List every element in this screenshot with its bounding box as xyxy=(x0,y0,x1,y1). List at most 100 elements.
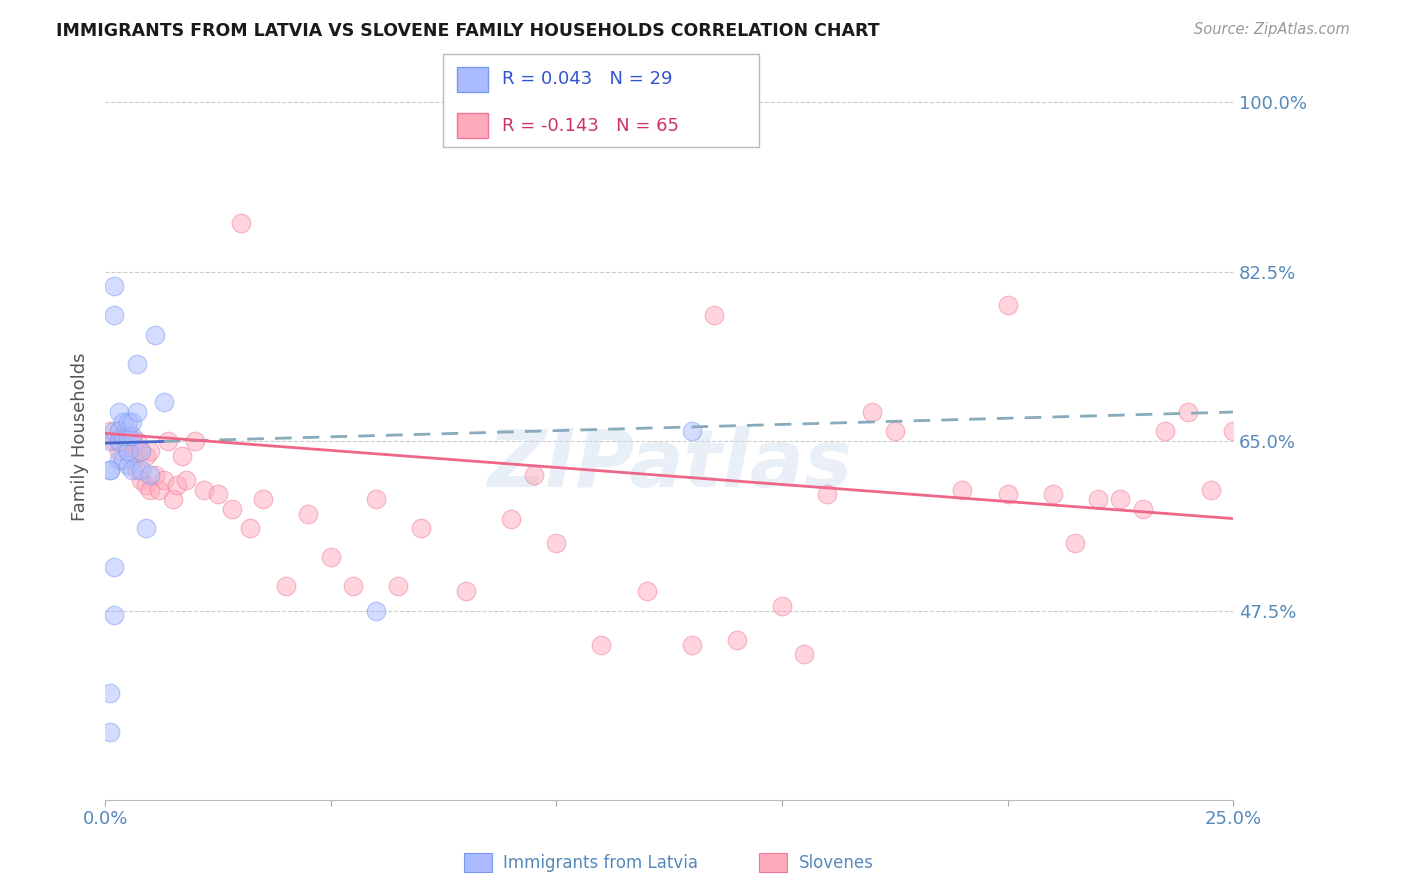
Point xyxy=(131,473,153,487)
Point xyxy=(125,405,148,419)
Point xyxy=(342,579,364,593)
Point xyxy=(121,453,143,467)
Point xyxy=(107,405,129,419)
Point xyxy=(274,579,297,593)
Point xyxy=(121,434,143,449)
Point xyxy=(121,463,143,477)
Point xyxy=(725,632,748,647)
Point xyxy=(1244,492,1267,507)
Point xyxy=(681,638,703,652)
Point xyxy=(143,468,166,483)
Point xyxy=(501,511,523,525)
Point xyxy=(117,425,139,439)
Point xyxy=(1177,405,1199,419)
Point xyxy=(103,308,125,322)
Point xyxy=(997,298,1019,312)
Point xyxy=(636,584,658,599)
Point xyxy=(112,429,135,443)
Point xyxy=(162,492,184,507)
Point xyxy=(117,429,139,443)
Point xyxy=(98,686,121,700)
Point xyxy=(364,492,387,507)
Point xyxy=(143,327,166,342)
Point xyxy=(193,483,215,497)
Point xyxy=(153,473,176,487)
Point xyxy=(703,308,725,322)
Point xyxy=(793,647,815,661)
Point xyxy=(170,449,193,463)
Point xyxy=(125,357,148,371)
Point xyxy=(121,415,143,429)
Point xyxy=(131,443,153,458)
Point xyxy=(98,724,121,739)
Point xyxy=(139,468,162,483)
Point xyxy=(103,434,125,449)
Point xyxy=(297,507,319,521)
Point xyxy=(229,216,252,230)
Point xyxy=(112,415,135,429)
Point xyxy=(1154,425,1177,439)
Point xyxy=(1222,425,1244,439)
Point xyxy=(103,425,125,439)
Point xyxy=(221,502,243,516)
Point xyxy=(107,425,129,439)
Point xyxy=(681,425,703,439)
Text: Immigrants from Latvia: Immigrants from Latvia xyxy=(503,854,699,871)
Point xyxy=(103,560,125,574)
Point xyxy=(117,443,139,458)
Point xyxy=(387,579,409,593)
Point xyxy=(103,608,125,623)
Text: R = 0.043   N = 29: R = 0.043 N = 29 xyxy=(502,70,672,88)
Point xyxy=(135,477,157,491)
Point xyxy=(107,453,129,467)
Point xyxy=(456,584,478,599)
Point xyxy=(112,434,135,449)
Point xyxy=(1132,502,1154,516)
Point xyxy=(239,521,262,535)
Point xyxy=(546,536,568,550)
Point xyxy=(139,483,162,497)
Point xyxy=(107,425,129,439)
Text: Source: ZipAtlas.com: Source: ZipAtlas.com xyxy=(1194,22,1350,37)
Point xyxy=(997,487,1019,501)
Point xyxy=(523,468,546,483)
Point xyxy=(117,443,139,458)
Point xyxy=(107,434,129,449)
Point xyxy=(135,521,157,535)
Point xyxy=(770,599,793,613)
Point xyxy=(252,492,274,507)
Point xyxy=(121,429,143,443)
Point xyxy=(98,463,121,477)
Point xyxy=(148,483,170,497)
Point xyxy=(1042,487,1064,501)
Point xyxy=(860,405,883,419)
Text: R = -0.143   N = 65: R = -0.143 N = 65 xyxy=(502,117,679,135)
Point xyxy=(131,463,153,477)
Point xyxy=(1087,492,1109,507)
Point xyxy=(139,443,162,458)
Point xyxy=(107,443,129,458)
Point xyxy=(125,463,148,477)
Point xyxy=(135,449,157,463)
Point xyxy=(125,434,148,449)
Point xyxy=(131,443,153,458)
Point xyxy=(98,463,121,477)
Point xyxy=(409,521,432,535)
Point xyxy=(950,483,973,497)
Point xyxy=(1109,492,1132,507)
Point xyxy=(166,477,188,491)
Point xyxy=(591,638,613,652)
Point xyxy=(1064,536,1087,550)
Text: ZIPatlas: ZIPatlas xyxy=(486,426,852,504)
Point xyxy=(364,604,387,618)
Text: IMMIGRANTS FROM LATVIA VS SLOVENE FAMILY HOUSEHOLDS CORRELATION CHART: IMMIGRANTS FROM LATVIA VS SLOVENE FAMILY… xyxy=(56,22,880,40)
Point xyxy=(207,487,229,501)
Point xyxy=(184,434,207,449)
Point xyxy=(176,473,198,487)
Point xyxy=(117,458,139,473)
Point xyxy=(103,279,125,293)
Point xyxy=(157,434,180,449)
Point xyxy=(1199,483,1222,497)
Point xyxy=(1267,492,1289,507)
Text: Slovenes: Slovenes xyxy=(799,854,873,871)
